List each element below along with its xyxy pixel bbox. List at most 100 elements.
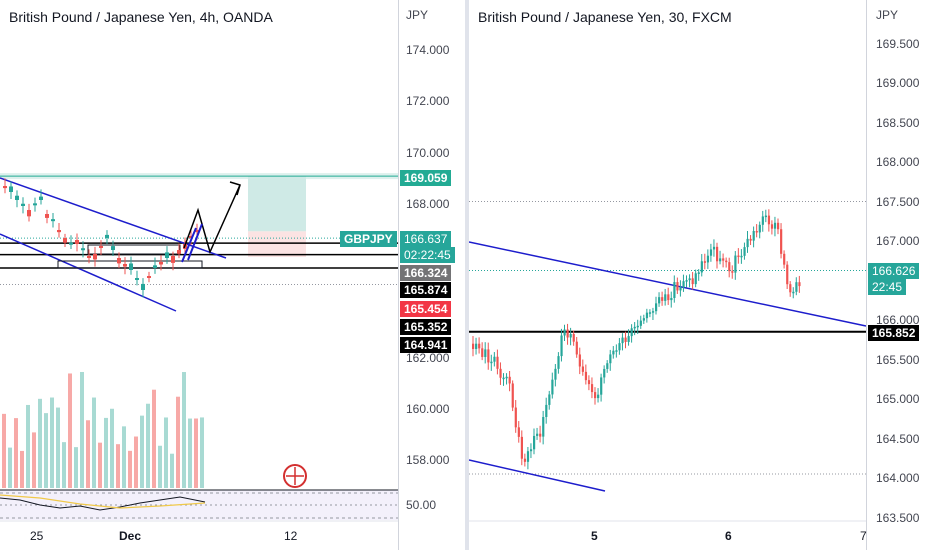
left-rsi-tick: 50.00	[406, 498, 437, 512]
candle-body	[627, 336, 630, 342]
candle-body	[3, 186, 7, 189]
candle-body	[712, 246, 716, 250]
candle-body	[587, 380, 591, 385]
candle-body	[165, 252, 169, 258]
candle-body	[478, 343, 481, 349]
candle-body	[615, 350, 618, 352]
volume-bar	[98, 442, 102, 488]
candle-body	[703, 261, 706, 263]
volume-bar	[188, 418, 192, 488]
rsi-signal-line	[0, 494, 206, 509]
level-tag: 165.352	[400, 319, 452, 335]
volume-bar	[62, 442, 66, 488]
candle-body	[111, 246, 115, 250]
countdown-tag: 02:22:45	[400, 247, 455, 263]
symbol-tag: GBPJPY	[340, 231, 397, 247]
right-currency-label: JPY	[876, 8, 899, 22]
candle-body	[630, 328, 633, 337]
volume-bar	[74, 447, 78, 488]
volume-bar	[32, 432, 36, 488]
right-price-tick: 165.000	[876, 392, 920, 406]
right-price-tick: 166.000	[876, 313, 920, 327]
candle-body	[542, 416, 545, 437]
candle-body	[600, 377, 603, 395]
candle-body	[129, 263, 133, 270]
candle-body	[621, 337, 624, 344]
candle-body	[767, 215, 771, 225]
candle-body	[135, 277, 139, 280]
candle-body	[603, 368, 606, 378]
panel-divider[interactable]	[465, 0, 469, 550]
candle-body	[93, 254, 97, 260]
right-chart-panel[interactable]: British Pound / Japanese Yen, 30, FXCM J…	[469, 0, 932, 550]
candle-body	[147, 276, 151, 278]
candle-body	[554, 368, 557, 380]
projection-path	[183, 184, 241, 255]
volume-bar	[152, 389, 156, 488]
left-currency-label: JPY	[406, 8, 429, 22]
trendline-lower	[0, 233, 177, 312]
left-price-tick: 172.000	[406, 94, 450, 108]
right-time-tick: 7	[860, 529, 867, 543]
candle-body	[743, 247, 746, 256]
candle-body	[487, 349, 490, 363]
last-price-tag: 166.626	[868, 263, 920, 279]
right-price-tick: 163.500	[876, 511, 920, 525]
volume-bar	[20, 450, 24, 488]
volume-bar	[158, 445, 162, 488]
right-chart-canvas[interactable]	[469, 0, 932, 550]
candle-body	[773, 222, 777, 229]
candle-body	[551, 379, 554, 395]
candle-body	[569, 334, 572, 338]
candle-body	[734, 255, 737, 273]
candle-body	[499, 368, 502, 378]
volume-bar	[164, 417, 168, 488]
right-price-tick: 168.000	[876, 155, 920, 169]
candle-body	[9, 186, 13, 192]
candle-body	[709, 249, 713, 256]
candle-body	[517, 427, 520, 437]
candle-body	[706, 255, 710, 263]
right-price-tick: 165.500	[876, 353, 920, 367]
candle-body	[484, 349, 487, 357]
candle-body	[159, 262, 163, 265]
candle-body	[648, 312, 652, 314]
candle-body	[563, 329, 566, 336]
candle-body	[57, 230, 61, 233]
volume-bar	[176, 396, 180, 488]
level-tag: 164.941	[400, 337, 452, 353]
rsi-line	[0, 496, 206, 511]
left-chart-canvas[interactable]	[0, 0, 465, 550]
candle-body	[578, 354, 581, 367]
candle-body	[761, 216, 764, 225]
candle-body	[63, 238, 67, 243]
candle-body	[786, 264, 789, 285]
level-tag: 165.874	[400, 282, 452, 298]
left-chart-panel[interactable]: British Pound / Japanese Yen, 4h, OANDA …	[0, 0, 465, 550]
candle-body	[795, 282, 798, 292]
volume-bar	[146, 403, 150, 488]
volume-bar	[140, 415, 144, 488]
right-time-tick: 5	[591, 529, 598, 543]
candle-body	[51, 219, 55, 222]
candle-body	[545, 404, 548, 417]
candle-body	[618, 343, 621, 351]
right-chart-title: British Pound / Japanese Yen, 30, FXCM	[478, 9, 732, 25]
candle-body	[722, 258, 725, 261]
left-price-tick: 162.000	[406, 351, 450, 365]
candle-body	[572, 334, 575, 342]
candle-body	[764, 215, 767, 218]
candle-body	[719, 258, 722, 262]
candle-body	[536, 433, 539, 436]
candle-body	[606, 363, 609, 369]
left-price-tick: 170.000	[406, 146, 450, 160]
candle-body	[597, 394, 600, 399]
volume-bar	[170, 453, 174, 488]
candle-body	[141, 283, 145, 290]
candle-body	[560, 335, 563, 357]
candle-body	[75, 240, 79, 244]
candle-body	[609, 354, 612, 364]
volume-bar	[200, 417, 204, 488]
candle-body	[777, 222, 780, 230]
volume-bar	[110, 408, 114, 488]
